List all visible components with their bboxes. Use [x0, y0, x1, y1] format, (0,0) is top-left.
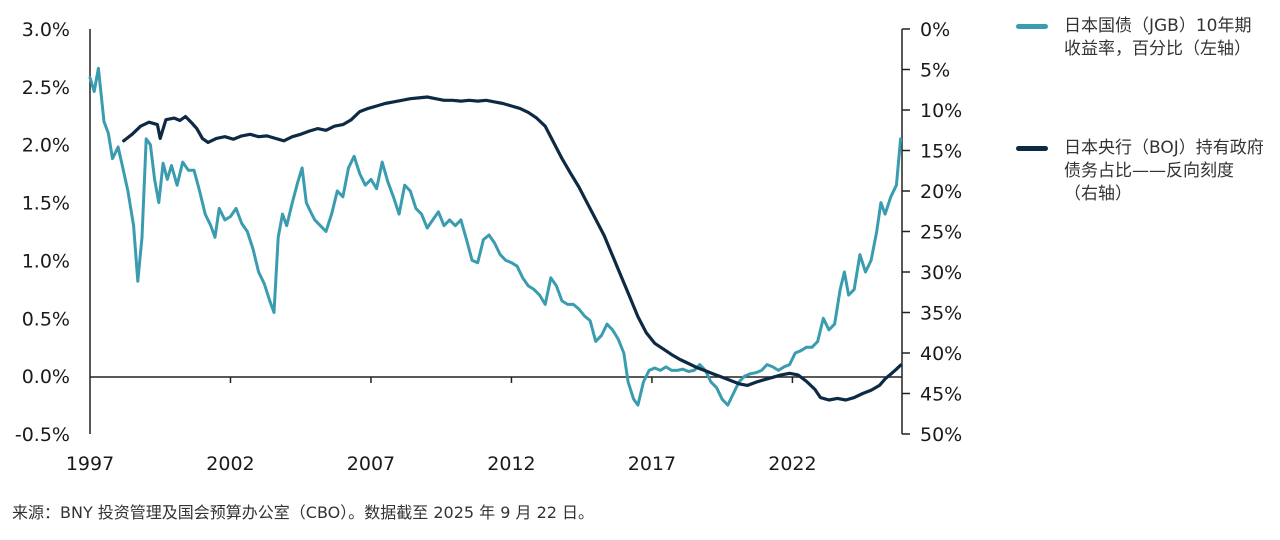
y-right-tick-label: 5%	[920, 60, 950, 82]
legend-label-boj: 日本央行（BOJ）持有政府债务占比——反向刻度（右轴）	[1064, 138, 1264, 204]
legend-swatch-boj	[1016, 146, 1048, 151]
legend-swatch-jgb	[1016, 24, 1048, 29]
x-tick-label: 1997	[66, 453, 114, 475]
y-right-tick-label: 20%	[920, 181, 962, 203]
legend-label-jgb: 日本国债（JGB）10年期收益率，百分比（左轴）	[1064, 16, 1252, 59]
y-left-tick-label: -0.5%	[15, 424, 70, 446]
y-right-tick-label: 25%	[920, 222, 962, 244]
y-left-tick-label: 2.0%	[22, 135, 70, 157]
y-right-tick-label: 10%	[920, 100, 962, 122]
x-tick-label: 2012	[487, 453, 535, 475]
y-left-tick-label: 0.0%	[22, 366, 70, 388]
y-right-tick-label: 30%	[920, 262, 962, 284]
y-right-tick-label: 40%	[920, 343, 962, 365]
x-tick-label: 2007	[347, 453, 395, 475]
y-left-tick-label: 1.5%	[22, 193, 70, 215]
y-left-tick-label: 0.5%	[22, 308, 70, 330]
series-line-boj-holdings	[122, 95, 903, 402]
y-right-tick-label: 45%	[920, 384, 962, 406]
x-tick-label: 2002	[206, 453, 254, 475]
legend-item-jgb: 日本国债（JGB）10年期收益率，百分比（左轴）	[1016, 15, 1264, 61]
y-left-tick-label: 2.5%	[22, 77, 70, 99]
x-tick-label: 2022	[768, 453, 816, 475]
source-note: 来源：BNY 投资管理及国会预算办公室（CBO）。数据截至 2025 年 9 月…	[12, 503, 595, 522]
y-left-tick-label: 1.0%	[22, 250, 70, 272]
series-line-jgb-yield	[88, 66, 903, 407]
y-right-tick-label: 35%	[920, 303, 962, 325]
y-right-tick-label: 50%	[920, 424, 962, 446]
y-left-tick-label: 3.0%	[22, 19, 70, 41]
x-tick-label: 2017	[628, 453, 676, 475]
line-chart: 3.0% 2.5% 2.0% 1.5% 1.0% 0.5% 0.0% -0.5% 0% 5% 10%…	[15, 19, 962, 475]
y-right-tick-label: 0%	[920, 19, 950, 41]
legend-item-boj: 日本央行（BOJ）持有政府债务占比——反向刻度（右轴）	[1016, 137, 1264, 206]
y-right-tick-label: 15%	[920, 141, 962, 163]
